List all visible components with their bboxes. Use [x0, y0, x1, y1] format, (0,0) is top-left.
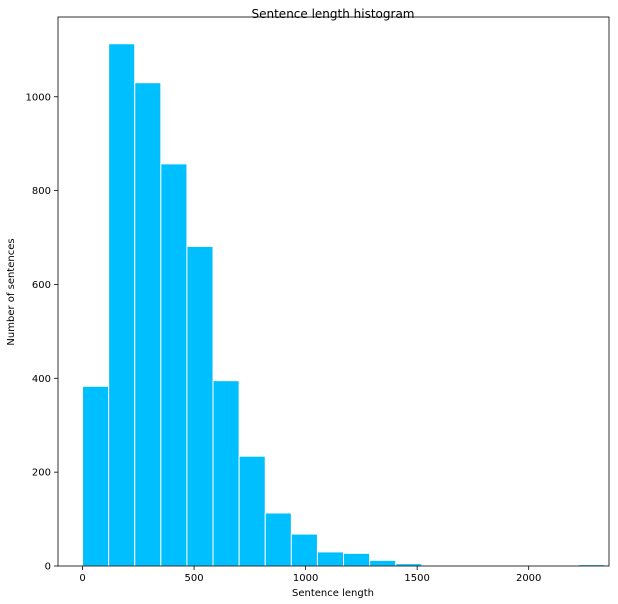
x-tick-label: 0	[79, 573, 85, 584]
x-axis-label: Sentence length	[292, 588, 374, 599]
y-axis-label: Number of sentences	[6, 238, 17, 345]
histogram-bar-1	[108, 43, 136, 567]
chart-title: Sentence length histogram	[252, 7, 415, 21]
y-tick-label: 800	[32, 186, 51, 197]
histogram-bar-8	[290, 533, 318, 567]
y-tick-label: 600	[32, 280, 51, 291]
y-tick-label: 0	[45, 562, 51, 573]
y-tick-label: 400	[32, 374, 51, 385]
histogram-bar-11	[369, 559, 397, 567]
y-axis-ticks: 0 200 400 600 800 1000	[26, 92, 58, 573]
plot-frame	[57, 16, 610, 567]
x-tick-label: 1000	[293, 573, 318, 584]
x-tick-label: 1500	[404, 573, 429, 584]
y-tick-label: 1000	[26, 92, 51, 103]
x-axis-ticks: 0 500 1000 1500 2000	[79, 566, 541, 584]
histogram-bar-5	[212, 380, 240, 567]
x-tick-label: 500	[185, 573, 204, 584]
y-tick-label: 200	[32, 468, 51, 479]
histogram-bar-3	[160, 163, 188, 567]
histogram-bar-7	[264, 512, 292, 567]
histogram-bar-4	[186, 245, 214, 567]
histogram-bar-10	[343, 552, 371, 567]
x-tick-label: 2000	[516, 573, 541, 584]
histogram-bar-6	[238, 455, 266, 567]
histogram-bar-2	[134, 82, 162, 567]
bars-group	[82, 43, 606, 567]
histogram-bar-9	[316, 551, 345, 567]
histogram-bar-0	[82, 385, 110, 567]
